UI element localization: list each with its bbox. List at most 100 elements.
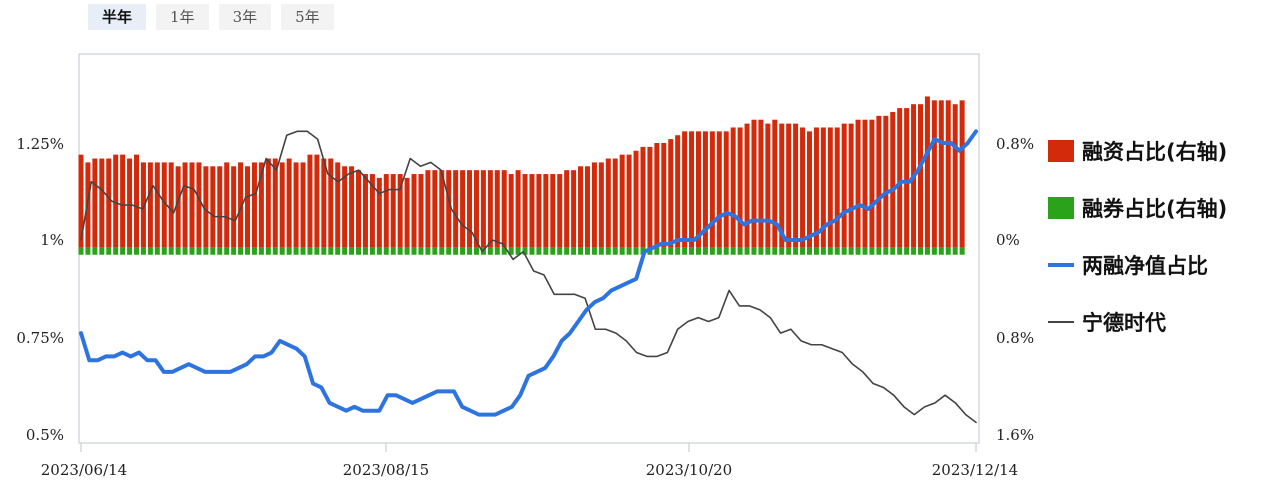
financing-bar [661,143,667,248]
financing-bar [293,162,299,248]
financing-bar [217,166,223,248]
financing-bar [210,166,216,248]
financing-bar [897,108,903,248]
financing-bar [751,119,757,248]
financing-bar [931,100,937,248]
financing-bar [245,166,251,248]
financing-bar [813,127,819,248]
financing-bar [154,162,160,248]
securities-lending-bar [682,247,688,255]
legend-item-financing[interactable]: 融资占比(右轴) [1048,122,1227,179]
legend-label: 融资占比(右轴) [1082,139,1228,164]
securities-lending-bar [113,247,119,255]
securities-lending-bar [959,247,965,255]
financing-bar [737,127,743,248]
securities-lending-bar [78,247,84,255]
securities-lending-bar [772,247,778,255]
financing-bar [598,162,604,248]
axes: 1.25% 1% 0.75% 0.5% 0.8% 0% 0.8% 1.6% 20… [16,135,1034,479]
financing-bar [682,131,688,248]
securities-lending-bar [147,247,153,255]
financing-bar [120,154,126,248]
financing-bar [529,174,535,248]
financing-bar [855,119,861,248]
financing-bar [418,174,424,248]
securities-lending-bar [425,247,431,255]
securities-lending-bar [695,247,701,255]
financing-bar [279,162,285,248]
x-tick-label: 2023/06/14 [41,461,127,479]
financing-bar [487,170,493,248]
securities-lending-bar [487,247,493,255]
financing-bar [432,170,438,248]
securities-lending-bar [224,247,230,255]
financing-bar [168,162,174,248]
financing-bar [820,127,826,248]
financing-bar [543,174,549,248]
financing-bar [647,146,653,248]
financing-bar [578,166,584,248]
tab-5-year[interactable]: 5年 [281,4,334,30]
right-tick-label: 0.8% [996,135,1034,153]
financing-bar [612,158,618,248]
securities-lending-bar [349,247,355,255]
financing-bar [550,174,556,248]
securities-lending-bar [328,247,334,255]
securities-lending-bar [362,247,368,255]
securities-lending-bar [945,247,951,255]
securities-lending-bar [501,247,507,255]
financing-bar [189,162,195,248]
financing-bar [695,131,701,248]
x-tick-label: 2023/08/15 [343,461,429,479]
securities-lending-bar [765,247,771,255]
financing-bar [869,119,875,248]
securities-lending-bar [813,247,819,255]
financing-bar [827,127,833,248]
securities-lending-bar [99,247,105,255]
tab-3-year[interactable]: 3年 [218,4,272,30]
financing-bar [834,127,840,248]
bar-series [78,96,965,255]
financing-bar [411,174,417,248]
financing-bar [654,143,660,248]
financing-bar [328,158,334,248]
left-tick-label: 0.5% [26,426,64,444]
financing-bar [231,166,237,248]
financing-bar [959,100,965,248]
financing-bar [744,123,750,248]
financing-bar [369,174,375,248]
legend-item-stock-price[interactable]: 宁德时代 [1048,293,1227,350]
financing-bar [390,174,396,248]
financing-bar [619,154,625,248]
financing-bar [675,135,681,248]
line-series [79,129,978,424]
financing-bar [203,166,209,248]
legend-item-net-margin[interactable]: 两融净值占比 [1048,236,1227,293]
securities-lending-bar [522,247,528,255]
securities-lending-bar [904,247,910,255]
securities-lending-bar [473,247,479,255]
financing-bar [182,162,188,248]
securities-lending-bar [751,247,757,255]
securities-lending-bar [265,247,271,255]
tab-1-year[interactable]: 1年 [156,4,209,30]
period-tabs: 半年 1年 3年 5年 [88,4,334,30]
tab-half-year[interactable]: 半年 [88,4,147,30]
securities-lending-bar [134,247,140,255]
securities-lending-bar [793,247,799,255]
legend-swatch [1048,262,1074,267]
legend-item-securities-lending[interactable]: 融券占比(右轴) [1048,179,1227,236]
securities-lending-bar [196,247,202,255]
financing-bar [876,115,882,248]
securities-lending-bar [758,247,764,255]
financing-bar [564,170,570,248]
financing-bar [772,119,778,248]
financing-bar [161,162,167,248]
financing-bar [723,131,729,248]
securities-lending-bar [494,247,500,255]
financing-bar [806,131,812,248]
financing-bar [668,139,674,248]
securities-lending-bar [709,247,715,255]
securities-lending-bar [890,247,896,255]
